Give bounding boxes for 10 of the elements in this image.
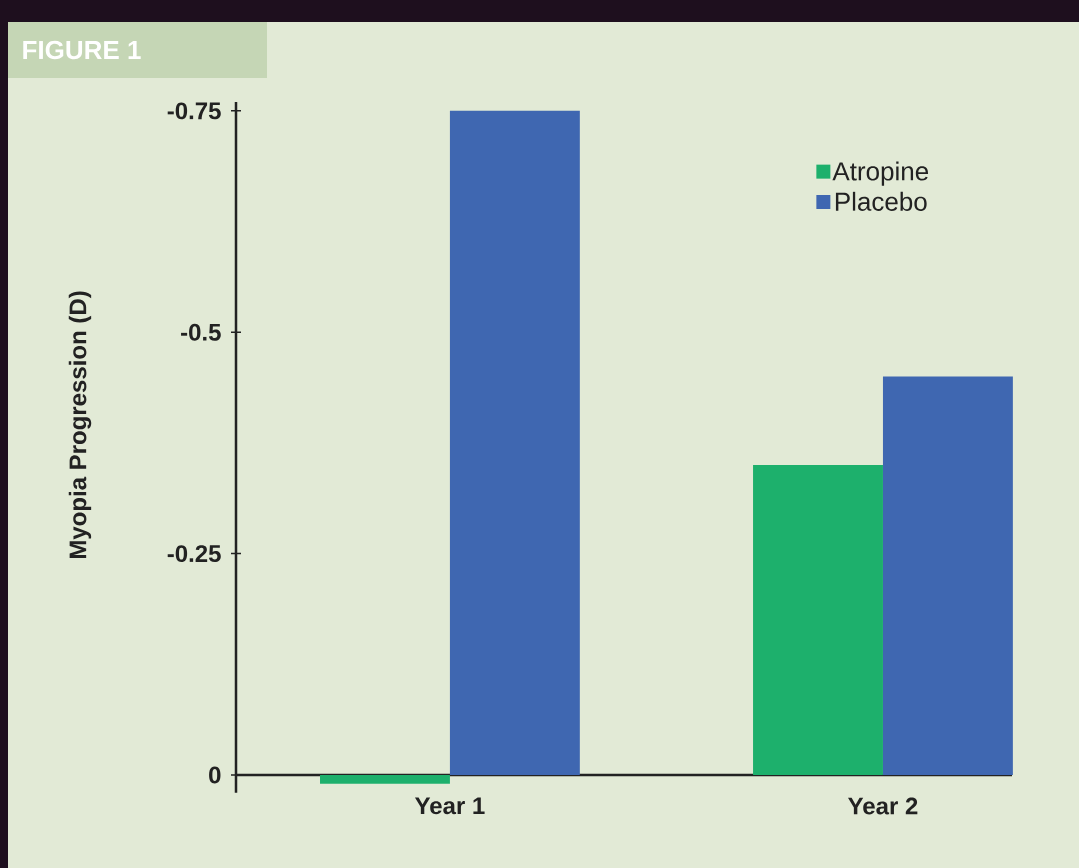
y-tick-label: -0.75: [167, 102, 221, 120]
y-tick-label: -0.5: [181, 323, 221, 341]
legend-label: Atropine: [832, 161, 929, 186]
y-tick-label: 0: [209, 766, 221, 784]
x-tick-label: Year 1: [414, 797, 485, 815]
y-tick-label: -0.25: [167, 545, 221, 563]
y-axis-title: Myopia Progression (D): [68, 291, 92, 559]
legend-label: Placebo: [835, 191, 927, 211]
chart-title: FIGURE 1: [23, 40, 141, 60]
x-tick-label: Year 2: [848, 797, 918, 815]
